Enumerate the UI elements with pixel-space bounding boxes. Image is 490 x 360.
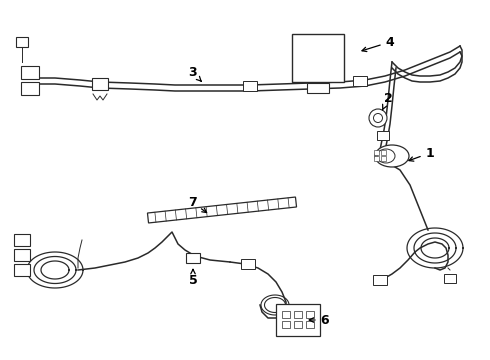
Ellipse shape (375, 145, 409, 167)
Bar (306, 321, 314, 328)
Text: 5: 5 (189, 269, 197, 287)
Bar (292, 34, 344, 82)
Text: 4: 4 (362, 36, 394, 51)
Text: 3: 3 (188, 66, 201, 81)
Circle shape (373, 113, 383, 122)
Bar (282, 311, 290, 318)
Bar (353, 76, 367, 86)
Bar (381, 156, 386, 161)
Text: 2: 2 (383, 91, 392, 110)
Bar (294, 321, 302, 328)
Text: 6: 6 (309, 314, 329, 327)
Bar (377, 131, 389, 140)
Ellipse shape (377, 149, 395, 163)
Bar (282, 321, 290, 328)
Bar (294, 311, 302, 318)
Polygon shape (147, 197, 296, 223)
Bar (373, 275, 387, 285)
Bar (14, 249, 30, 261)
Bar (276, 304, 320, 336)
Bar (374, 156, 379, 161)
Bar (381, 150, 386, 154)
Bar (243, 81, 257, 91)
Bar (241, 259, 255, 269)
Bar (21, 81, 39, 95)
Text: 7: 7 (188, 195, 207, 212)
Bar (21, 66, 39, 78)
Circle shape (369, 109, 387, 127)
Bar (14, 264, 30, 276)
Bar (444, 274, 456, 283)
Bar (307, 83, 329, 93)
Bar (14, 234, 30, 246)
Bar (92, 78, 108, 90)
Bar (186, 253, 200, 263)
Bar (306, 311, 314, 318)
Text: 1: 1 (409, 147, 434, 161)
Bar (374, 150, 379, 154)
Bar (16, 37, 28, 47)
